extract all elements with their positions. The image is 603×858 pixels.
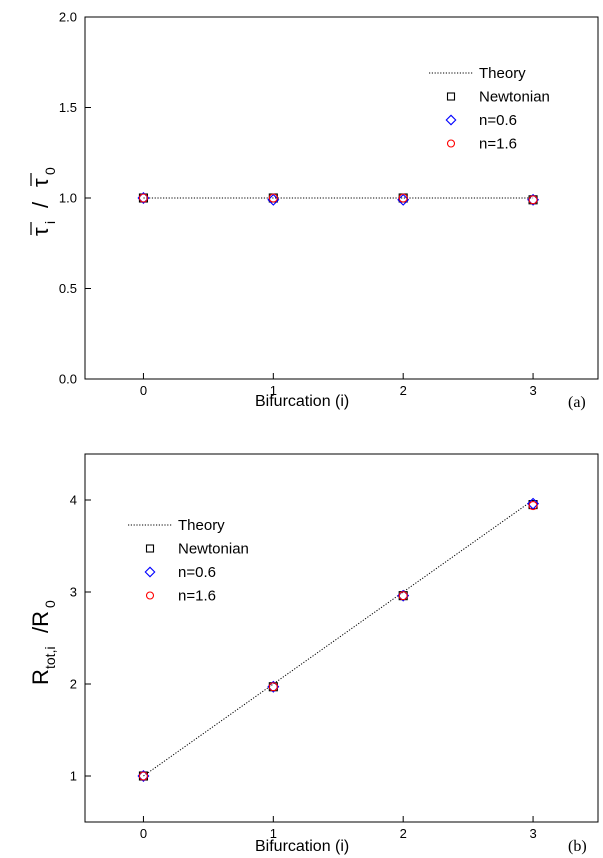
ylabel-tail: /R <box>28 611 53 633</box>
series-line-theory <box>143 499 534 777</box>
legend-label-theory: Theory <box>479 65 526 82</box>
panel-a-x-axis-title: Bifurcation (i) <box>255 393 349 410</box>
y-tick-label: 1.0 <box>59 191 77 206</box>
legend-marker-newtonian <box>446 92 456 101</box>
x-tick-label: 1 <box>270 826 277 841</box>
y-tick-label: 2 <box>70 677 77 692</box>
panel-b-x-ticks: 0 1 2 3 <box>140 816 537 841</box>
panel-b-x-axis-title: Bifurcation (i) <box>255 838 349 855</box>
data-point-n-1-6 <box>268 682 278 692</box>
y-tick-label: 0.5 <box>59 281 77 296</box>
x-tick-label: 0 <box>140 383 147 398</box>
legend-label-newtonian: Newtonian <box>178 541 249 558</box>
panel-a-legend: Theory Newtonian n=0.6 n=1.6 <box>429 65 550 153</box>
panel-a-label: (a) <box>568 394 586 411</box>
tau-0-subscript: 0 <box>42 167 58 175</box>
legend-label-n-1-6: n=1.6 <box>479 136 517 153</box>
legend-label-theory: Theory <box>178 517 225 534</box>
x-tick-label: 3 <box>529 383 536 398</box>
legend-label-newtonian: Newtonian <box>479 89 550 106</box>
tau-i-subscript: i <box>42 221 58 224</box>
legend-marker-n-1-6 <box>145 591 155 600</box>
data-point-n-1-6 <box>268 193 278 203</box>
panel-a-series <box>137 192 540 206</box>
legend-marker-newtonian <box>145 544 155 553</box>
legend-label-n-0-6: n=0.6 <box>479 112 517 129</box>
ylabel-slash: / <box>28 201 53 208</box>
panel-b-y-ticks: 1 2 3 4 <box>70 493 91 784</box>
y-tick-label: 1.5 <box>59 100 77 115</box>
legend-marker-n-1-6 <box>446 139 456 148</box>
legend-label-n-1-6: n=1.6 <box>178 588 216 605</box>
y-tick-label: 4 <box>70 493 77 508</box>
tau-0-symbol: τ <box>28 178 53 187</box>
data-point-n-1-6 <box>398 193 408 203</box>
x-tick-label: 2 <box>400 826 407 841</box>
x-tick-label: 0 <box>140 826 147 841</box>
panel-b-label: (b) <box>568 838 587 855</box>
r-subscript: tot,i <box>42 646 58 669</box>
r0-subscript: 0 <box>42 600 58 608</box>
panel-b: 1 2 3 4 0 1 2 3 Theory Newtonian n=0.6 n=1.6 Bifu… <box>28 453 599 855</box>
y-tick-label: 0.0 <box>59 372 77 387</box>
panel-b-y-axis-title: R tot,i /R 0 <box>28 600 58 685</box>
x-tick-label: 2 <box>400 383 407 398</box>
y-tick-label: 1 <box>70 769 77 784</box>
legend-marker-n-0-6 <box>445 114 457 126</box>
panel-a: 0.0 0.5 1.0 1.5 2.0 0 1 2 3 Theory Newtonian n=0.… <box>28 10 599 411</box>
tau-i-symbol: τ <box>28 227 53 236</box>
x-tick-label: 3 <box>529 826 536 841</box>
panel-b-frame <box>84 453 599 823</box>
y-tick-label: 2.0 <box>59 10 77 25</box>
panel-a-y-ticks: 0.0 0.5 1.0 1.5 2.0 <box>59 10 91 387</box>
legend-label-n-0-6: n=0.6 <box>178 564 216 581</box>
x-tick-label: 1 <box>270 383 277 398</box>
data-point-n-0-6 <box>527 497 540 510</box>
panel-a-y-axis-title: τ i / τ 0 <box>28 167 58 236</box>
panel-b-series <box>137 497 540 782</box>
data-point-n-1-6 <box>138 193 148 203</box>
data-point-n-1-6 <box>138 771 148 781</box>
panel-a-x-ticks: 0 1 2 3 <box>140 373 537 398</box>
legend-marker-n-0-6 <box>144 566 156 578</box>
r-symbol: R <box>28 669 53 685</box>
panel-b-legend: Theory Newtonian n=0.6 n=1.6 <box>128 517 249 605</box>
data-point-n-1-6 <box>398 591 408 601</box>
data-point-n-1-6 <box>528 500 538 511</box>
data-point-n-1-6 <box>528 195 538 205</box>
y-tick-label: 3 <box>70 585 77 600</box>
